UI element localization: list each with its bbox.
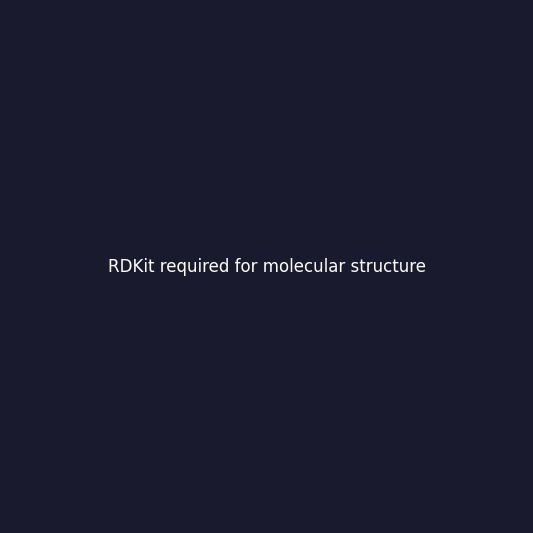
Text: RDKit required for molecular structure: RDKit required for molecular structure	[108, 257, 425, 276]
